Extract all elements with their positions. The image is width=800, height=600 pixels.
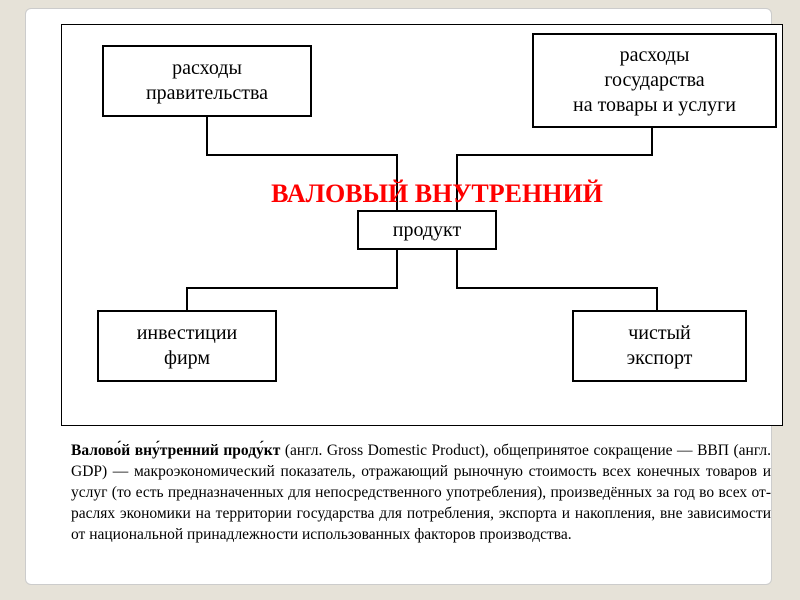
node-center: продукт (357, 210, 497, 250)
gdp-diagram: расходыправительства расходыгосударстван… (61, 24, 783, 426)
node-bottom-right: чистыйэкспорт (572, 310, 747, 382)
definition-text: Валово́й вну́тренний проду́кт (англ. Gro… (71, 441, 771, 546)
node-top-left: расходыправительства (102, 45, 312, 117)
node-label: расходыправительства (146, 56, 268, 106)
slide-frame: расходыправительства расходыгосударстван… (25, 8, 772, 585)
node-label: продукт (393, 218, 462, 243)
node-label: инвестициифирм (137, 321, 238, 371)
node-label: чистыйэкспорт (627, 321, 693, 371)
diagram-title: ВАЛОВЫЙ ВНУТРЕННИЙ (232, 179, 642, 209)
definition-term: Валово́й вну́тренний проду́кт (71, 442, 280, 459)
node-top-right: расходыгосударствана товары и услуги (532, 33, 777, 128)
node-bottom-left: инвестициифирм (97, 310, 277, 382)
node-label: расходыгосударствана товары и услуги (573, 43, 736, 118)
